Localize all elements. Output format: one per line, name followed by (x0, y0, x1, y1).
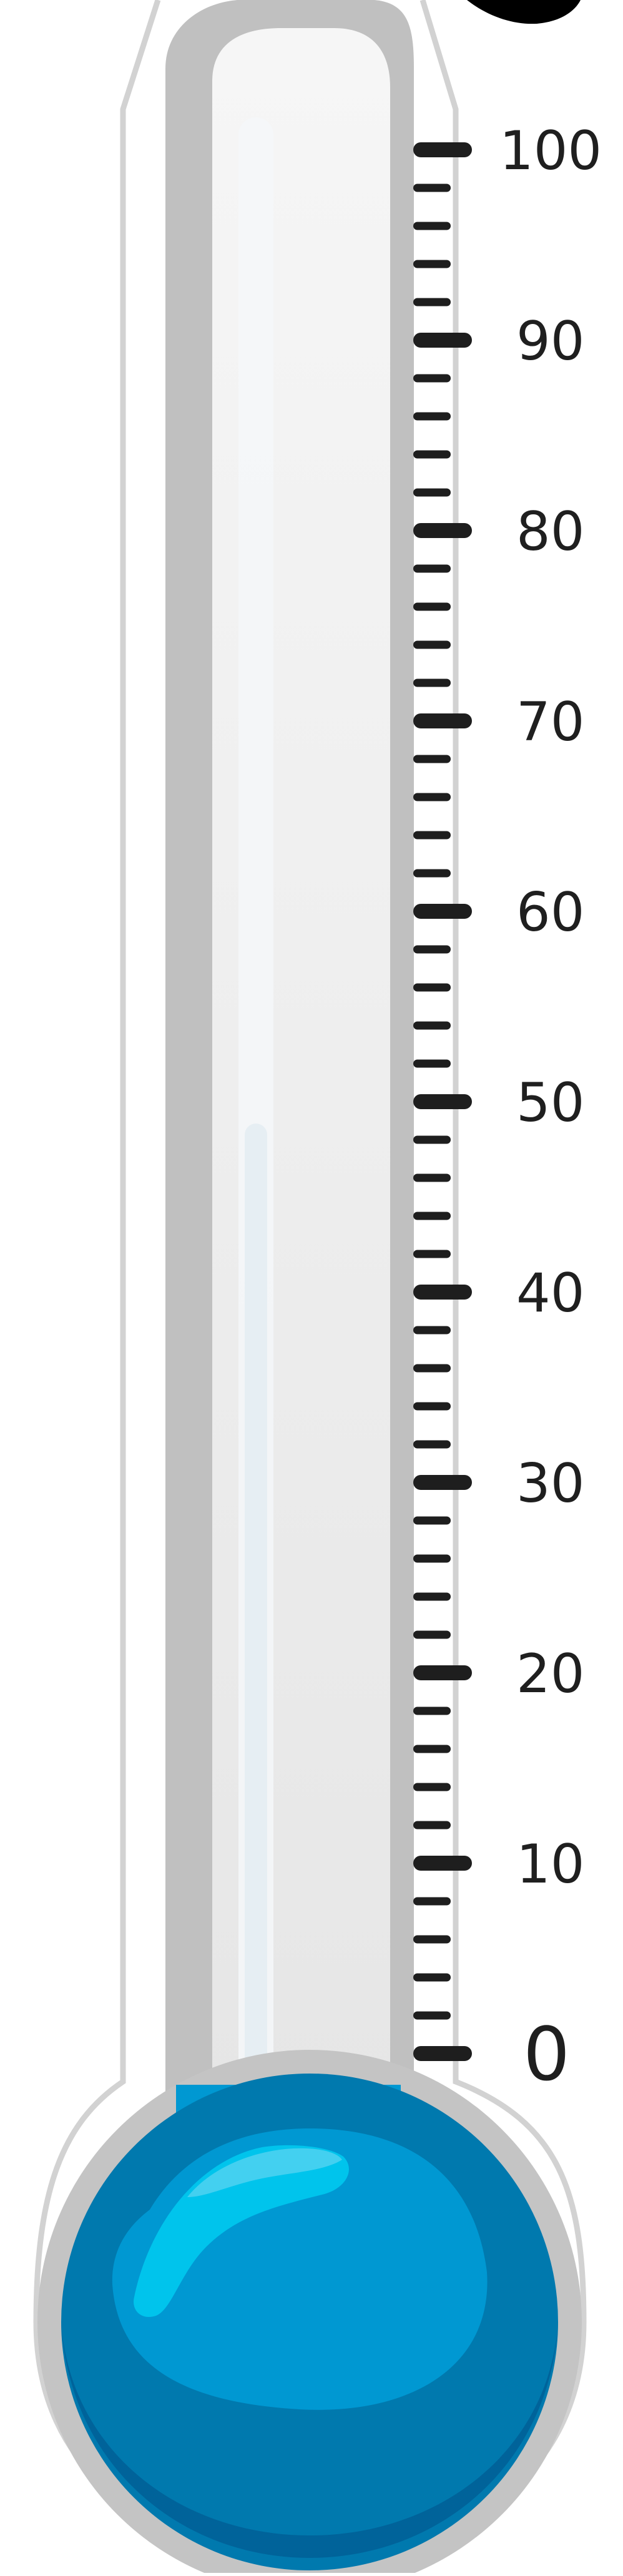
minor-tick (413, 450, 451, 459)
minor-tick (413, 1592, 451, 1601)
major-tick (413, 1475, 472, 1490)
tick-label-70: 70 (516, 691, 584, 753)
minor-tick (413, 1897, 451, 1906)
minor-tick (413, 298, 451, 306)
minor-tick (413, 1973, 451, 1982)
minor-tick (413, 869, 451, 878)
bulb-highlight-sheen (187, 2148, 342, 2197)
major-tick (413, 142, 472, 157)
minor-tick (413, 1402, 451, 1411)
minor-tick (413, 1135, 451, 1144)
minor-tick (413, 374, 451, 383)
major-tick (413, 333, 472, 348)
minor-tick (413, 1021, 451, 1030)
tick-label-100: 100 (499, 120, 602, 182)
minor-tick (413, 1173, 451, 1182)
minor-tick (413, 831, 451, 840)
tick-label-90: 90 (516, 310, 584, 373)
minor-tick (413, 260, 451, 268)
bulb-highlight (134, 2145, 349, 2317)
minor-tick (413, 1630, 451, 1639)
minor-tick (413, 1059, 451, 1068)
tick-label-0: 0 (523, 2011, 570, 2097)
tick-label-50: 50 (516, 1072, 584, 1134)
minor-tick (413, 1364, 451, 1373)
minor-tick (413, 1554, 451, 1563)
tick-label-10: 10 (516, 1833, 584, 1896)
tube-highlight-core (245, 1124, 267, 2097)
scale-ticks (413, 142, 472, 2061)
tick-label-20: 20 (516, 1643, 584, 1705)
minor-tick (413, 1212, 451, 1220)
minor-tick (413, 488, 451, 497)
tick-label-30: 30 (516, 1452, 584, 1515)
minor-tick (413, 755, 451, 763)
minor-tick (413, 1250, 451, 1258)
minor-tick (413, 640, 451, 649)
minor-tick (413, 678, 451, 687)
major-tick (413, 904, 472, 919)
corner-shape (467, 0, 581, 24)
tick-label-60: 60 (516, 881, 584, 944)
major-tick (413, 1856, 472, 1871)
minor-tick (413, 1783, 451, 1791)
minor-tick (413, 793, 451, 801)
major-tick (413, 1285, 472, 1300)
minor-tick (413, 983, 451, 992)
minor-tick (413, 184, 451, 192)
minor-tick (413, 1745, 451, 1753)
minor-tick (413, 945, 451, 954)
major-tick (413, 1665, 472, 1680)
major-tick (413, 523, 472, 538)
minor-tick (413, 1440, 451, 1449)
tick-label-40: 40 (516, 1262, 584, 1325)
major-tick (413, 713, 472, 728)
tick-label-80: 80 (516, 501, 584, 563)
minor-tick (413, 602, 451, 611)
minor-tick (413, 1707, 451, 1715)
minor-tick (413, 1935, 451, 1944)
minor-tick (413, 1821, 451, 1829)
minor-tick (413, 1326, 451, 1335)
minor-tick (413, 2011, 451, 2020)
minor-tick (413, 412, 451, 421)
minor-tick (413, 1516, 451, 1525)
minor-tick (413, 564, 451, 573)
major-tick (413, 1094, 472, 1109)
minor-tick (413, 222, 451, 230)
major-tick (413, 2046, 472, 2061)
